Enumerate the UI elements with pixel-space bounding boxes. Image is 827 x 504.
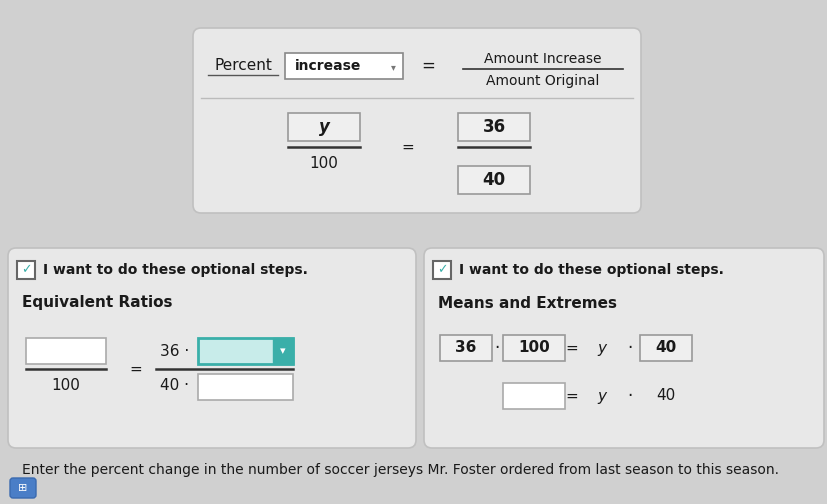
Text: Equivalent Ratios: Equivalent Ratios bbox=[22, 295, 173, 310]
Text: ·: · bbox=[495, 339, 500, 357]
Text: increase: increase bbox=[295, 59, 361, 73]
Text: ·: · bbox=[628, 339, 633, 357]
Text: 100: 100 bbox=[519, 341, 550, 355]
Text: 100: 100 bbox=[309, 156, 338, 170]
Text: I want to do these optional steps.: I want to do these optional steps. bbox=[459, 263, 724, 277]
Text: =: = bbox=[130, 361, 142, 376]
Text: Percent: Percent bbox=[214, 58, 272, 74]
Text: Amount Original: Amount Original bbox=[486, 74, 600, 88]
Bar bbox=[288, 113, 360, 141]
Text: Enter the percent change in the number of soccer jerseys Mr. Foster ordered from: Enter the percent change in the number o… bbox=[22, 463, 779, 477]
Text: 40: 40 bbox=[482, 171, 505, 189]
Text: Amount Increase: Amount Increase bbox=[485, 52, 602, 66]
FancyBboxPatch shape bbox=[10, 478, 36, 498]
Bar bbox=[198, 338, 293, 364]
Text: ⊞: ⊞ bbox=[18, 483, 27, 493]
Text: ▾: ▾ bbox=[280, 346, 286, 356]
Text: 40 ·: 40 · bbox=[160, 377, 189, 393]
Text: 36 ·: 36 · bbox=[160, 344, 189, 358]
Text: y: y bbox=[597, 341, 606, 355]
Bar bbox=[17, 261, 35, 279]
Text: 40: 40 bbox=[655, 341, 676, 355]
Text: ▾: ▾ bbox=[390, 62, 395, 72]
Text: ✓: ✓ bbox=[21, 264, 31, 277]
Text: =: = bbox=[566, 341, 578, 355]
Text: 36: 36 bbox=[482, 118, 505, 136]
Text: I want to do these optional steps.: I want to do these optional steps. bbox=[43, 263, 308, 277]
Text: ✓: ✓ bbox=[437, 264, 447, 277]
FancyBboxPatch shape bbox=[8, 248, 416, 448]
Bar bbox=[285, 53, 403, 79]
Text: y: y bbox=[597, 389, 606, 404]
Bar bbox=[198, 374, 293, 400]
Text: 100: 100 bbox=[51, 377, 80, 393]
Bar bbox=[440, 335, 492, 361]
Text: Means and Extremes: Means and Extremes bbox=[438, 295, 617, 310]
FancyBboxPatch shape bbox=[424, 248, 824, 448]
Text: =: = bbox=[402, 140, 414, 155]
Bar bbox=[433, 261, 451, 279]
Bar bbox=[503, 383, 565, 409]
Bar bbox=[458, 166, 530, 194]
Bar bbox=[640, 335, 692, 361]
Text: y: y bbox=[318, 118, 329, 136]
Bar bbox=[458, 113, 530, 141]
Bar bbox=[273, 338, 293, 364]
Text: =: = bbox=[421, 57, 435, 75]
Text: 40: 40 bbox=[657, 389, 676, 404]
Text: =: = bbox=[566, 389, 578, 404]
Text: ·: · bbox=[628, 387, 633, 405]
Bar bbox=[503, 335, 565, 361]
Text: 36: 36 bbox=[456, 341, 476, 355]
Bar bbox=[26, 338, 106, 364]
FancyBboxPatch shape bbox=[193, 28, 641, 213]
